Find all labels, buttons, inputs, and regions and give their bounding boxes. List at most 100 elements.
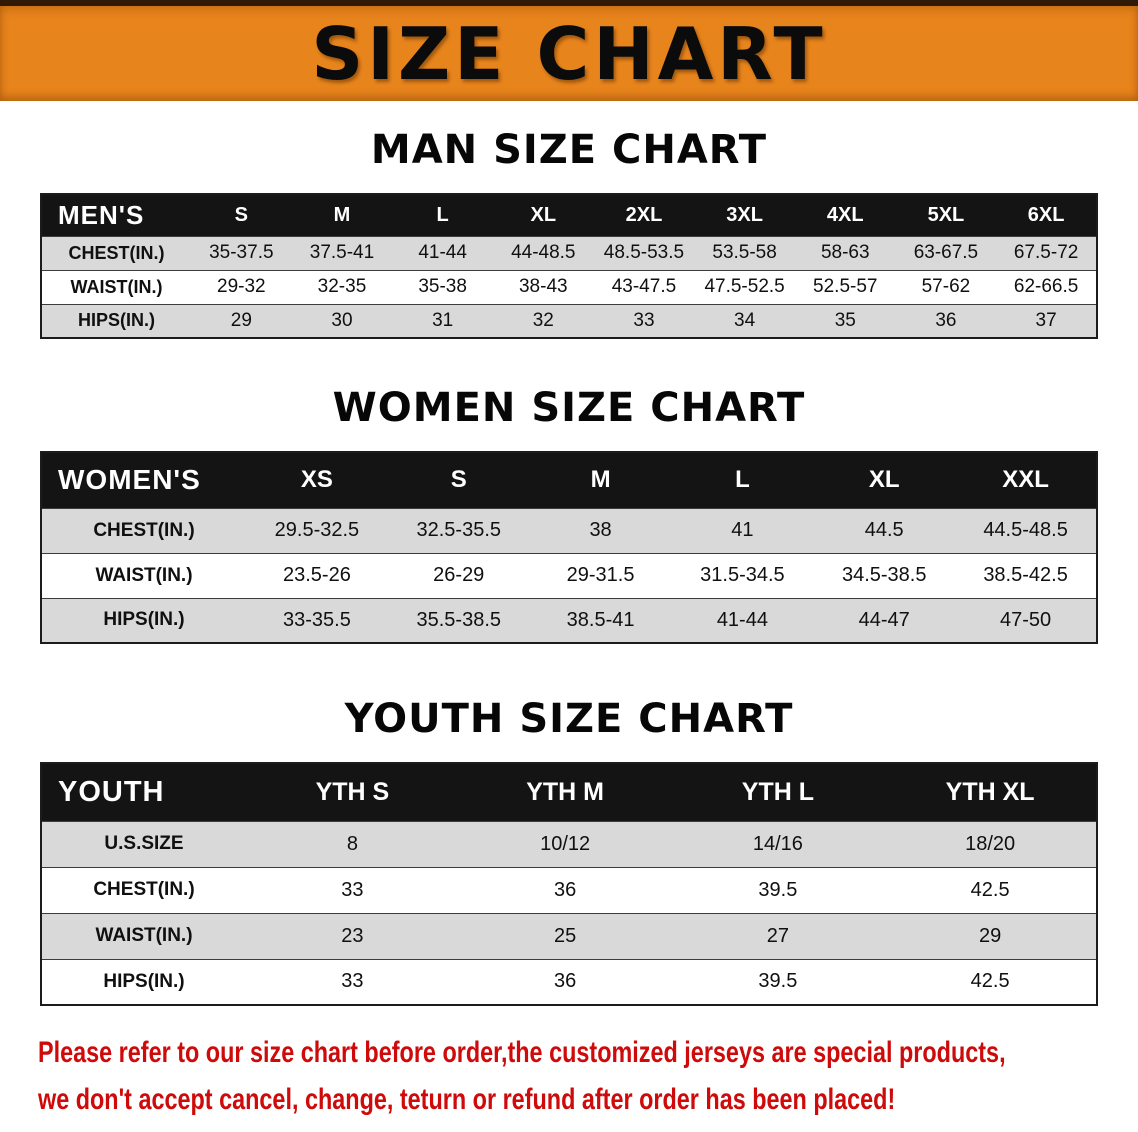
size-value-cell: 38: [529, 507, 672, 553]
size-row: WAIST(IN.) 23 25 27 29: [41, 912, 1097, 959]
size-value-cell: 48.5-53.5: [593, 235, 695, 270]
size-value-cell: 25: [458, 912, 672, 959]
size-column-header: YTH M: [458, 763, 672, 821]
size-value-cell: 33: [246, 958, 459, 1005]
size-column-header: M: [529, 452, 672, 508]
size-value-cell: 47.5-52.5: [694, 269, 795, 304]
size-value-cell: 8: [246, 820, 459, 867]
size-value-cell: 29: [191, 303, 292, 338]
size-value-cell: 34: [694, 303, 795, 338]
size-value-cell: 36: [458, 866, 672, 913]
size-row: HIPS(IN.) 33 36 39.5 42.5: [41, 958, 1097, 1005]
row-label: HIPS(IN.): [41, 597, 246, 643]
size-row: WAIST(IN.) 29-32 32-35 35-38 38-43 43-47.5 47.…: [41, 269, 1097, 304]
disclaimer-note: Please refer to our size chart before or…: [38, 1030, 1138, 1123]
size-value-cell: 30: [291, 303, 393, 338]
women-size-table: WOMEN'S XS S M L XL XXL CHEST(IN.) 29.5-32.5 32.…: [40, 451, 1098, 644]
size-value-cell: 18/20: [884, 820, 1097, 867]
size-value-cell: 32-35: [291, 269, 393, 304]
row-label: WAIST(IN.): [41, 269, 191, 304]
size-value-cell: 41: [671, 507, 814, 553]
table-corner-label: WOMEN'S: [41, 452, 246, 508]
men-header-row: MEN'S S M L XL 2XL 3XL 4XL 5XL 6XL: [41, 194, 1097, 236]
size-value-cell: 27: [671, 912, 885, 959]
size-value-cell: 32: [492, 303, 594, 338]
size-column-header: YTH XL: [884, 763, 1097, 821]
row-label: HIPS(IN.): [41, 303, 191, 338]
row-label: CHEST(IN.): [41, 235, 191, 270]
disclaimer-line-1: Please refer to our size chart before or…: [38, 1036, 1006, 1069]
size-column-header: XL: [492, 194, 594, 236]
men-size-table: MEN'S S M L XL 2XL 3XL 4XL 5XL 6XL CHEST(IN.) 35-3…: [40, 193, 1098, 339]
size-row: U.S.SIZE 8 10/12 14/16 18/20: [41, 820, 1097, 867]
row-label: CHEST(IN.): [41, 866, 246, 913]
size-column-header: 3XL: [694, 194, 795, 236]
size-chart-banner: SIZE CHART: [0, 0, 1138, 101]
size-row: HIPS(IN.) 29 30 31 32 33 34 35 36 37: [41, 303, 1097, 338]
size-value-cell: 37: [996, 303, 1097, 338]
youth-size-table: YOUTH YTH S YTH M YTH L YTH XL U.S.SIZE 8 10/1…: [40, 762, 1098, 1006]
size-value-cell: 38-43: [492, 269, 594, 304]
youth-size-chart-heading: YOUTH SIZE CHART: [344, 696, 794, 742]
women-header-row: WOMEN'S XS S M L XL XXL: [41, 452, 1097, 508]
youth-header-row: YOUTH YTH S YTH M YTH L YTH XL: [41, 763, 1097, 821]
size-value-cell: 35-37.5: [191, 235, 292, 270]
size-value-cell: 44.5: [813, 507, 956, 553]
size-value-cell: 53.5-58: [694, 235, 795, 270]
row-label: U.S.SIZE: [41, 820, 246, 867]
size-column-header: M: [291, 194, 393, 236]
size-column-header: XS: [246, 452, 388, 508]
size-value-cell: 32.5-35.5: [387, 507, 530, 553]
size-value-cell: 63-67.5: [895, 235, 997, 270]
size-column-header: XL: [813, 452, 956, 508]
size-value-cell: 47-50: [955, 597, 1097, 643]
size-column-header: 2XL: [593, 194, 695, 236]
size-value-cell: 29: [884, 912, 1097, 959]
size-value-cell: 34.5-38.5: [813, 552, 956, 598]
size-value-cell: 57-62: [895, 269, 997, 304]
size-column-header: L: [671, 452, 814, 508]
size-value-cell: 36: [458, 958, 672, 1005]
row-label: CHEST(IN.): [41, 507, 246, 553]
size-value-cell: 23.5-26: [246, 552, 388, 598]
size-value-cell: 14/16: [671, 820, 885, 867]
size-row: WAIST(IN.) 23.5-26 26-29 29-31.5 31.5-34.5 34…: [41, 552, 1097, 598]
youth-table-body: U.S.SIZE 8 10/12 14/16 18/20 CHEST(IN.) 33 36 39…: [41, 820, 1097, 1005]
men-table-body: CHEST(IN.) 35-37.5 37.5-41 41-44 44-48.5 48.5…: [41, 235, 1097, 338]
size-value-cell: 43-47.5: [593, 269, 695, 304]
size-value-cell: 58-63: [794, 235, 896, 270]
page-title: SIZE CHART: [311, 11, 827, 96]
size-value-cell: 44.5-48.5: [955, 507, 1097, 553]
size-column-header: S: [191, 194, 292, 236]
size-row: HIPS(IN.) 33-35.5 35.5-38.5 38.5-41 41-44 44-…: [41, 597, 1097, 643]
man-size-chart-heading: MAN SIZE CHART: [370, 127, 768, 173]
women-size-chart-heading: WOMEN SIZE CHART: [332, 385, 806, 431]
table-corner-label: MEN'S: [41, 194, 191, 236]
size-column-header: 6XL: [996, 194, 1097, 236]
size-value-cell: 41-44: [671, 597, 814, 643]
size-value-cell: 41-44: [392, 235, 493, 270]
size-value-cell: 38.5-41: [529, 597, 672, 643]
size-value-cell: 37.5-41: [291, 235, 393, 270]
disclaimer-line-2: we don't accept cancel, change, teturn o…: [38, 1082, 896, 1116]
size-value-cell: 52.5-57: [794, 269, 896, 304]
size-value-cell: 31.5-34.5: [671, 552, 814, 598]
row-label: HIPS(IN.): [41, 958, 246, 1005]
size-value-cell: 42.5: [884, 866, 1097, 913]
size-value-cell: 39.5: [671, 958, 885, 1005]
size-value-cell: 67.5-72: [996, 235, 1097, 270]
size-value-cell: 29-32: [191, 269, 292, 304]
row-label: WAIST(IN.): [41, 552, 246, 598]
size-value-cell: 44-48.5: [492, 235, 594, 270]
size-value-cell: 29-31.5: [529, 552, 672, 598]
size-value-cell: 38.5-42.5: [955, 552, 1097, 598]
size-value-cell: 36: [895, 303, 997, 338]
size-column-header: 5XL: [895, 194, 997, 236]
size-column-header: L: [392, 194, 493, 236]
size-value-cell: 33-35.5: [246, 597, 388, 643]
size-value-cell: 35.5-38.5: [387, 597, 530, 643]
size-value-cell: 39.5: [671, 866, 885, 913]
size-column-header: S: [387, 452, 530, 508]
size-value-cell: 33: [246, 866, 459, 913]
